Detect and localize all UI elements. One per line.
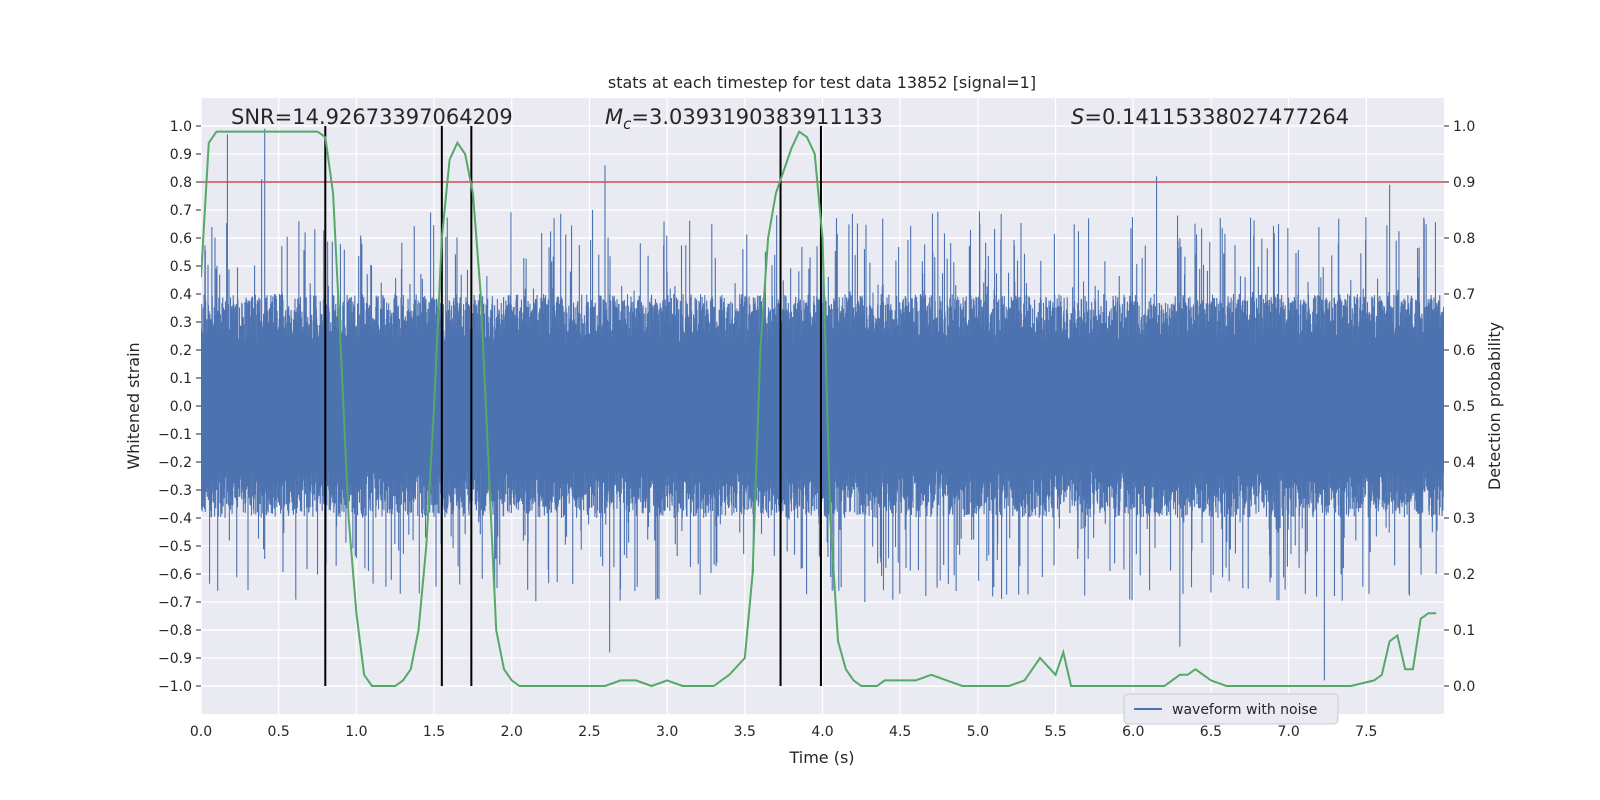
x-tick-label: 1.0 — [345, 724, 367, 740]
probability-line — [201, 130, 1437, 688]
y2-axis-label: Detection probability — [1485, 322, 1504, 490]
x-tick-label: 3.0 — [656, 724, 678, 740]
chirp-mass-annotation: Mc=3.0393190383911133 — [605, 105, 883, 133]
x-tick-label: 2.0 — [501, 724, 523, 740]
y-axis-label: Whitened strain — [124, 342, 143, 469]
y-tick-label: 0.9 — [170, 147, 192, 163]
legend: waveform with noise — [1123, 693, 1339, 725]
x-tick-label: 4.0 — [811, 724, 833, 740]
waveform-core — [201, 344, 1444, 468]
y-tick-label: 0.8 — [170, 175, 192, 191]
legend-label-waveform: waveform with noise — [1172, 702, 1317, 718]
y-tick-label: 0.4 — [170, 287, 192, 303]
y-tick-label: −0.5 — [158, 539, 192, 555]
y-tick-label: 0.2 — [170, 343, 192, 359]
probability-series — [201, 130, 1437, 688]
mc-symbol: M — [605, 105, 623, 129]
y2-tick-label: 0.5 — [1453, 399, 1475, 415]
y-tick-label: 0.7 — [170, 203, 192, 219]
y2-tick-label: 0.9 — [1453, 175, 1475, 191]
y2-tick-label: 1.0 — [1453, 119, 1475, 135]
y-tick-label: 0.6 — [170, 231, 192, 247]
y-tick-label: 0.3 — [170, 315, 192, 331]
y-tick-label: −0.9 — [158, 651, 192, 667]
y2-tick-label: 0.1 — [1453, 623, 1475, 639]
chart-title: stats at each timestep for test data 138… — [608, 73, 1036, 92]
y-tick-label: −1.0 — [158, 679, 192, 695]
y-tick-label: 0.5 — [170, 259, 192, 275]
y-tick-label: −0.7 — [158, 595, 192, 611]
s-annotation: S=0.14115338027477264 — [1071, 105, 1349, 129]
y2-tick-label: 0.4 — [1453, 455, 1475, 471]
y2-tick-label: 0.8 — [1453, 231, 1475, 247]
y-tick-label: −0.8 — [158, 623, 192, 639]
y-tick-label: 0.1 — [170, 371, 192, 387]
snr-annotation: SNR=14.92673397064209 — [231, 105, 513, 129]
y-tick-labels: 1.0 0.9 0.8 0.7 0.6 0.5 0.4 0.3 0.2 0.1 0.0 −0.1 −0.… — [158, 119, 201, 695]
y2-tick-label: 0.3 — [1453, 511, 1475, 527]
y-tick-label: −0.6 — [158, 567, 192, 583]
legend-box — [1123, 693, 1339, 725]
y-tick-label: −0.3 — [158, 483, 192, 499]
x-tick-label: 2.5 — [578, 724, 600, 740]
x-tick-label: 5.5 — [1044, 724, 1066, 740]
x-axis-label: Time (s) — [788, 748, 854, 767]
x-tick-label: 4.5 — [889, 724, 911, 740]
s-value: =0.14115338027477264 — [1084, 105, 1349, 129]
x-tick-label: 7.5 — [1355, 724, 1377, 740]
x-tick-label: 1.5 — [423, 724, 445, 740]
x-tick-label: 5.0 — [967, 724, 989, 740]
mc-value: =3.0393190383911133 — [631, 105, 882, 129]
y2-tick-label: 0.2 — [1453, 567, 1475, 583]
y-tick-label: 0.0 — [170, 399, 192, 415]
x-tick-label: 0.0 — [190, 724, 212, 740]
y2-tick-label: 0.0 — [1453, 679, 1475, 695]
y-tick-label: −0.2 — [158, 455, 192, 471]
x-tick-label: 6.5 — [1200, 724, 1222, 740]
y2-tick-label: 0.7 — [1453, 287, 1475, 303]
x-tick-label: 3.5 — [734, 724, 756, 740]
waveform-series — [201, 128, 1444, 681]
y2-tick-label: 0.6 — [1453, 343, 1475, 359]
x-tick-label: 6.0 — [1122, 724, 1144, 740]
y-tick-label: −0.4 — [158, 511, 192, 527]
y-tick-label: −0.1 — [158, 427, 192, 443]
x-tick-labels: 0.0 0.5 1.0 1.5 2.0 2.5 3.0 3.5 4.0 4.5 5.0 5.5 6.0 6… — [190, 724, 1378, 740]
x-tick-label: 7.0 — [1277, 724, 1299, 740]
y-tick-label: 1.0 — [170, 119, 192, 135]
s-symbol: S — [1071, 105, 1084, 129]
x-tick-label: 0.5 — [268, 724, 290, 740]
y2-tick-labels: 1.0 0.9 0.8 0.7 0.6 0.5 0.4 0.3 0.2 0.1 0.0 — [1444, 119, 1475, 695]
mc-subscript: c — [623, 115, 632, 133]
